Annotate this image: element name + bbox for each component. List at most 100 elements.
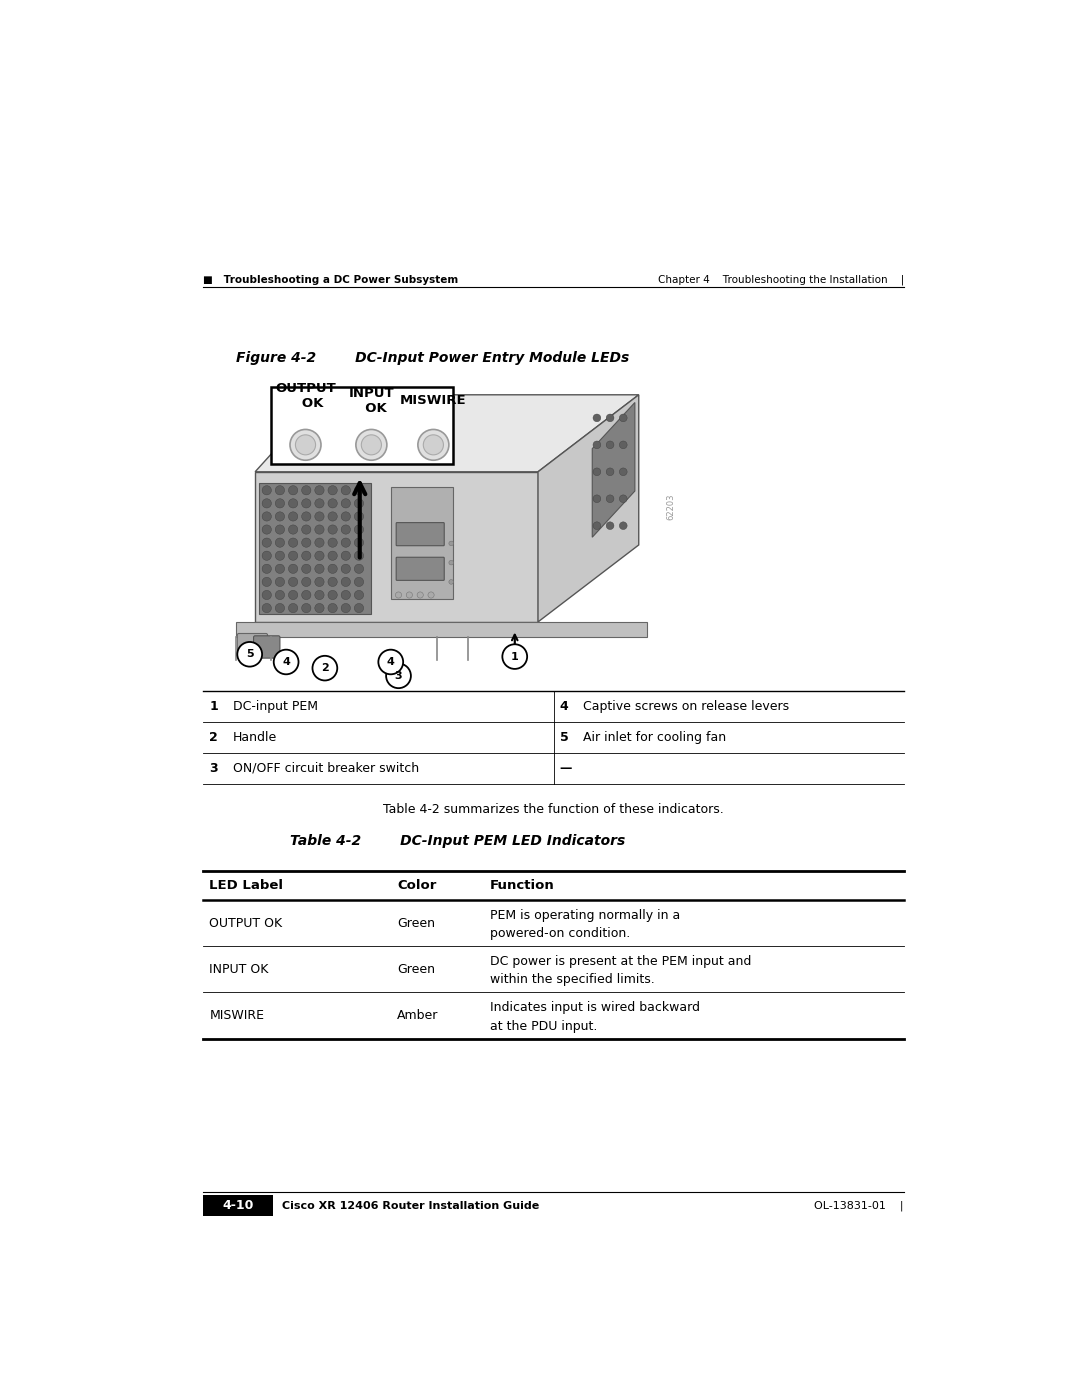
Polygon shape: [592, 402, 635, 538]
Circle shape: [341, 577, 350, 587]
Circle shape: [354, 511, 364, 521]
Circle shape: [314, 511, 324, 521]
Circle shape: [387, 664, 410, 689]
Text: 1: 1: [210, 700, 218, 712]
Text: 1: 1: [511, 651, 518, 662]
Circle shape: [354, 591, 364, 599]
Circle shape: [301, 564, 311, 573]
Circle shape: [296, 434, 315, 455]
Circle shape: [275, 604, 284, 613]
Circle shape: [275, 486, 284, 495]
Circle shape: [288, 499, 298, 509]
Text: Color: Color: [397, 879, 436, 891]
Circle shape: [449, 560, 454, 564]
Circle shape: [328, 538, 337, 548]
Text: at the PDU input.: at the PDU input.: [490, 1020, 597, 1032]
Circle shape: [301, 499, 311, 509]
Text: OUTPUT
   OK: OUTPUT OK: [275, 383, 336, 411]
Text: 5: 5: [559, 731, 568, 745]
FancyBboxPatch shape: [391, 488, 453, 599]
Text: 5: 5: [246, 650, 254, 659]
Circle shape: [593, 522, 600, 529]
Polygon shape: [255, 395, 638, 472]
Circle shape: [262, 486, 271, 495]
Circle shape: [301, 591, 311, 599]
Text: OUTPUT OK: OUTPUT OK: [210, 916, 283, 929]
Circle shape: [288, 511, 298, 521]
Text: Green: Green: [397, 963, 435, 975]
Circle shape: [428, 592, 434, 598]
Circle shape: [288, 486, 298, 495]
Circle shape: [273, 650, 298, 675]
Circle shape: [312, 655, 337, 680]
Text: ■   Troubleshooting a DC Power Subsystem: ■ Troubleshooting a DC Power Subsystem: [203, 275, 458, 285]
Circle shape: [275, 591, 284, 599]
Circle shape: [328, 550, 337, 560]
Circle shape: [354, 604, 364, 613]
Circle shape: [314, 499, 324, 509]
Circle shape: [354, 486, 364, 495]
Polygon shape: [538, 395, 638, 622]
Circle shape: [301, 486, 311, 495]
Circle shape: [356, 429, 387, 460]
Circle shape: [314, 604, 324, 613]
FancyBboxPatch shape: [203, 1194, 273, 1217]
Circle shape: [275, 511, 284, 521]
Circle shape: [606, 495, 613, 503]
Circle shape: [301, 538, 311, 548]
Circle shape: [328, 511, 337, 521]
Circle shape: [262, 499, 271, 509]
Circle shape: [341, 538, 350, 548]
Text: Green: Green: [397, 916, 435, 929]
Circle shape: [301, 525, 311, 534]
Circle shape: [262, 577, 271, 587]
Text: Indicates input is wired backward: Indicates input is wired backward: [490, 1002, 700, 1014]
Circle shape: [619, 495, 627, 503]
Circle shape: [354, 538, 364, 548]
Circle shape: [275, 550, 284, 560]
Text: INPUT
  OK: INPUT OK: [349, 387, 394, 415]
Circle shape: [301, 577, 311, 587]
Circle shape: [288, 550, 298, 560]
Text: INPUT OK: INPUT OK: [210, 963, 269, 975]
Text: Table 4-2        DC-Input PEM LED Indicators: Table 4-2 DC-Input PEM LED Indicators: [291, 834, 625, 848]
FancyBboxPatch shape: [238, 633, 268, 651]
Circle shape: [262, 511, 271, 521]
FancyBboxPatch shape: [396, 557, 444, 580]
Circle shape: [288, 538, 298, 548]
Circle shape: [341, 525, 350, 534]
Text: MISWIRE: MISWIRE: [210, 1009, 265, 1023]
Circle shape: [354, 564, 364, 573]
FancyBboxPatch shape: [254, 636, 280, 658]
Circle shape: [291, 429, 321, 460]
FancyBboxPatch shape: [259, 483, 372, 615]
Text: Chapter 4    Troubleshooting the Installation    |: Chapter 4 Troubleshooting the Installati…: [658, 274, 904, 285]
Circle shape: [328, 525, 337, 534]
Circle shape: [275, 499, 284, 509]
Circle shape: [341, 564, 350, 573]
Circle shape: [449, 580, 454, 584]
Text: Function: Function: [490, 879, 555, 891]
Circle shape: [406, 592, 413, 598]
Circle shape: [341, 550, 350, 560]
Circle shape: [262, 604, 271, 613]
Circle shape: [362, 434, 381, 455]
Text: Table 4-2 summarizes the function of these indicators.: Table 4-2 summarizes the function of the…: [383, 803, 724, 816]
Circle shape: [314, 577, 324, 587]
Circle shape: [328, 577, 337, 587]
Circle shape: [354, 577, 364, 587]
Circle shape: [606, 468, 613, 475]
Circle shape: [418, 429, 449, 460]
Circle shape: [314, 486, 324, 495]
Circle shape: [328, 604, 337, 613]
Circle shape: [288, 577, 298, 587]
Circle shape: [328, 591, 337, 599]
Circle shape: [238, 643, 262, 666]
Circle shape: [619, 522, 627, 529]
Text: Amber: Amber: [397, 1009, 438, 1023]
Circle shape: [314, 564, 324, 573]
Text: OL-13831-01    |: OL-13831-01 |: [814, 1200, 904, 1211]
Circle shape: [341, 511, 350, 521]
Text: 3: 3: [394, 671, 403, 680]
Circle shape: [275, 564, 284, 573]
